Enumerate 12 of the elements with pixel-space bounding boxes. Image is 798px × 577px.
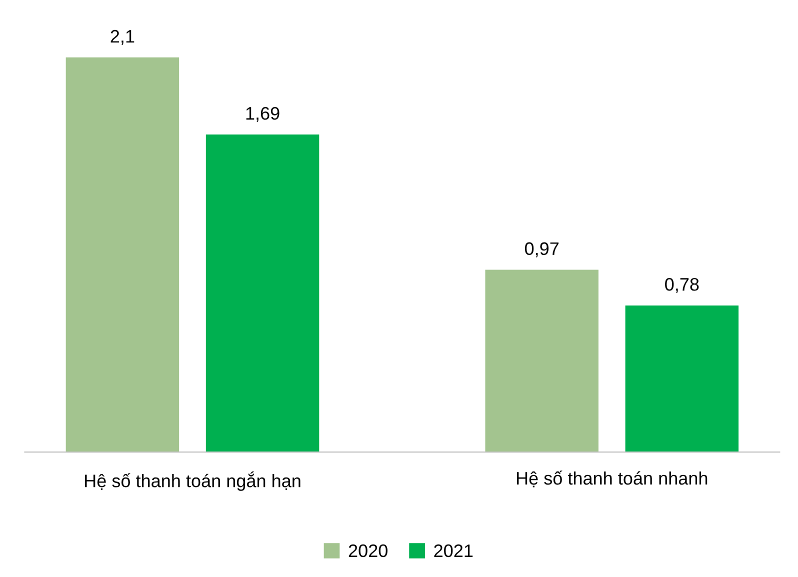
data-label: 0,78 — [665, 278, 699, 293]
data-label: 0,97 — [524, 242, 559, 258]
data-label: 2,1 — [110, 30, 134, 45]
bar — [485, 270, 598, 452]
data-label: 1,69 — [246, 106, 280, 122]
bar — [625, 305, 739, 452]
legend-label: 2020 — [348, 544, 388, 558]
bar — [206, 134, 320, 452]
x-tick-label: Hệ số thanh toán ngắn hạn — [85, 471, 300, 491]
bar — [66, 57, 180, 452]
legend-label: 2021 — [434, 544, 473, 558]
x-tick-label: Hệ số thanh toán nhanh — [517, 470, 708, 488]
